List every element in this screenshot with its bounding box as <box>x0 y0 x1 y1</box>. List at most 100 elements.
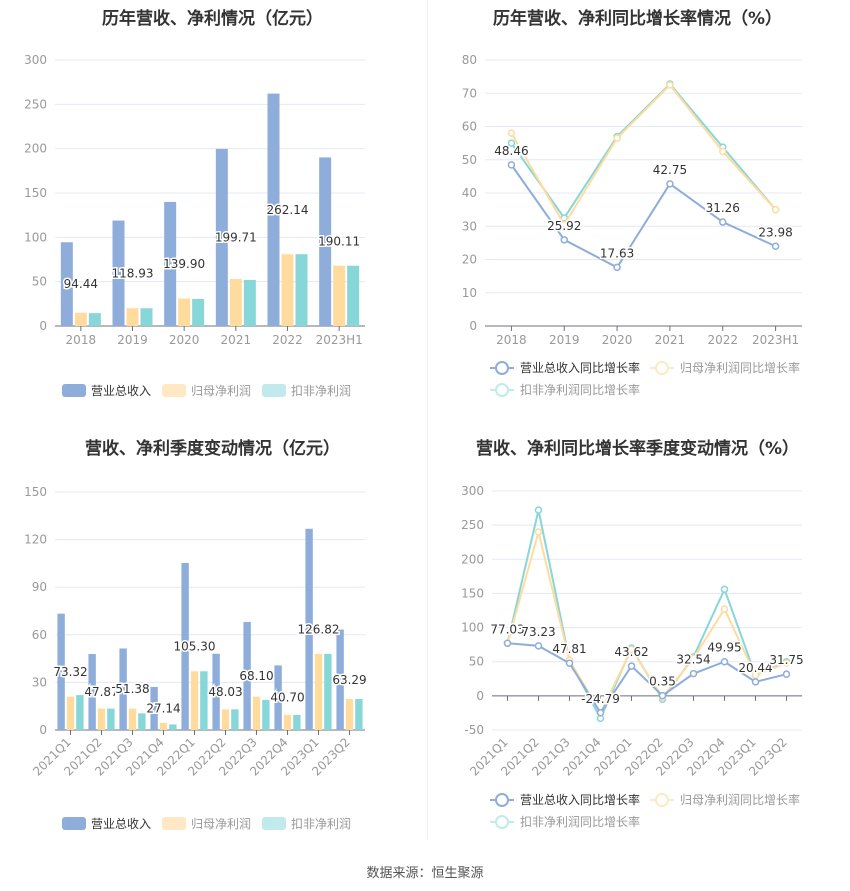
legend-label[interactable]: 营业总收入同比增长率 <box>520 792 640 807</box>
line-series <box>510 82 777 220</box>
legend-marker <box>495 815 509 829</box>
bar-revenue <box>267 93 280 326</box>
line-point <box>560 236 568 244</box>
line-point <box>507 139 516 147</box>
legend-label[interactable]: 归母净利润同比增长率 <box>680 360 800 375</box>
data-label: 32.54 <box>676 653 710 667</box>
bar-revenue <box>88 654 96 730</box>
y-tick-label: 0 <box>39 723 47 737</box>
x-tick-label: 2023H1 <box>752 333 799 347</box>
data-label: 23.98 <box>758 225 792 239</box>
line-point <box>782 659 791 667</box>
y-tick-label: 100 <box>461 621 484 635</box>
bar-parent-net <box>333 265 346 326</box>
bar-deducted-net <box>293 714 301 730</box>
y-tick-label: 200 <box>24 142 47 156</box>
bar-deducted-net <box>192 298 205 326</box>
data-label: 20.44 <box>738 661 772 675</box>
bar-deducted-net <box>76 695 84 730</box>
bar-revenue <box>60 242 73 326</box>
y-tick-label: 150 <box>461 586 484 600</box>
bar-revenue <box>212 653 220 730</box>
bar-parent-net <box>229 279 242 326</box>
bar-deducted-net <box>355 699 363 730</box>
y-tick-label: 120 <box>24 533 47 547</box>
legend-label[interactable]: 营业总收入同比增长率 <box>520 360 640 375</box>
data-label: 190.11 <box>318 235 360 249</box>
y-tick-label: 30 <box>32 675 47 689</box>
line-point <box>751 678 760 686</box>
data-label: 126.82 <box>298 622 340 636</box>
data-source: 数据来源：恒生聚源 <box>366 866 484 881</box>
x-tick-label: 2019 <box>549 333 580 347</box>
line-point <box>596 709 605 717</box>
bar-parent-net <box>221 709 230 730</box>
legend-marker <box>655 793 669 807</box>
data-label: 42.75 <box>653 163 687 177</box>
bar-parent-net <box>66 696 75 730</box>
legend-label[interactable]: 扣非净利润 <box>291 384 351 398</box>
bar-parent-net <box>190 671 199 730</box>
data-label: 40.70 <box>270 691 304 705</box>
legend-label[interactable]: 归母净利润同比增长率 <box>680 792 800 807</box>
data-label: 77.03 <box>490 622 524 636</box>
y-tick-label: 30 <box>462 219 477 233</box>
line-point <box>565 659 574 667</box>
line-point <box>658 691 667 700</box>
bar-revenue <box>181 562 189 730</box>
y-tick-label: 10 <box>462 286 477 300</box>
y-tick-label: -50 <box>464 723 484 737</box>
data-label: 73.23 <box>521 625 555 639</box>
data-label: 31.75 <box>769 653 803 667</box>
y-tick-label: 20 <box>462 253 477 267</box>
x-tick-label: 2018 <box>496 333 527 347</box>
bar-revenue <box>336 629 344 730</box>
bar-deducted-net <box>324 653 332 730</box>
chart-title-annual-revenue: 历年营收、净利情况（亿元） <box>102 9 323 29</box>
x-tick-label: 2019 <box>117 333 148 347</box>
legend-label[interactable]: 归母净利润 <box>191 817 251 831</box>
legend-label[interactable]: 扣非净利润 <box>291 817 351 831</box>
line-point <box>613 263 621 272</box>
y-tick-label: 80 <box>462 53 477 67</box>
legend-label[interactable]: 营业总收入 <box>91 817 151 831</box>
bar-revenue <box>112 220 125 326</box>
legend-label[interactable]: 扣非净利润同比增长率 <box>520 814 640 829</box>
bar-parent-net <box>345 699 354 730</box>
line-series <box>507 642 787 715</box>
data-label: 48.46 <box>494 144 528 158</box>
x-tick-label: 2018 <box>66 333 97 347</box>
y-tick-label: 90 <box>32 580 47 594</box>
line-point <box>627 662 636 670</box>
line-point <box>771 242 780 251</box>
y-tick-label: 100 <box>24 230 47 244</box>
bar-revenue <box>319 157 332 326</box>
data-label: 68.10 <box>239 669 273 683</box>
line-point <box>534 528 543 536</box>
data-label: 25.92 <box>547 219 581 233</box>
bar-parent-net <box>159 722 168 730</box>
line-series <box>506 509 787 721</box>
legend-label[interactable]: 扣非净利润同比增长率 <box>520 382 640 397</box>
x-tick-label: 2020 <box>602 333 633 347</box>
bar-parent-net <box>283 714 292 730</box>
line-series <box>510 83 777 227</box>
bar-deducted-net <box>347 265 360 326</box>
legend-swatch <box>162 384 186 397</box>
legend-label[interactable]: 归母净利润 <box>191 384 251 398</box>
bar-deducted-net <box>262 699 270 730</box>
legend-label[interactable]: 营业总收入 <box>91 384 151 398</box>
bar-parent-net <box>314 653 323 730</box>
y-tick-label: 60 <box>32 628 47 642</box>
y-tick-label: 150 <box>24 186 47 200</box>
x-tick-label: 2021 <box>221 333 252 347</box>
line-point <box>689 669 698 678</box>
line-point <box>719 218 727 226</box>
bar-revenue <box>164 201 177 326</box>
bar-parent-net <box>97 708 106 730</box>
legend-swatch <box>162 817 186 830</box>
legend-swatch <box>262 817 286 830</box>
y-tick-label: 0 <box>469 319 477 333</box>
x-tick-label: 2022 <box>272 333 303 347</box>
line-point <box>560 220 568 229</box>
